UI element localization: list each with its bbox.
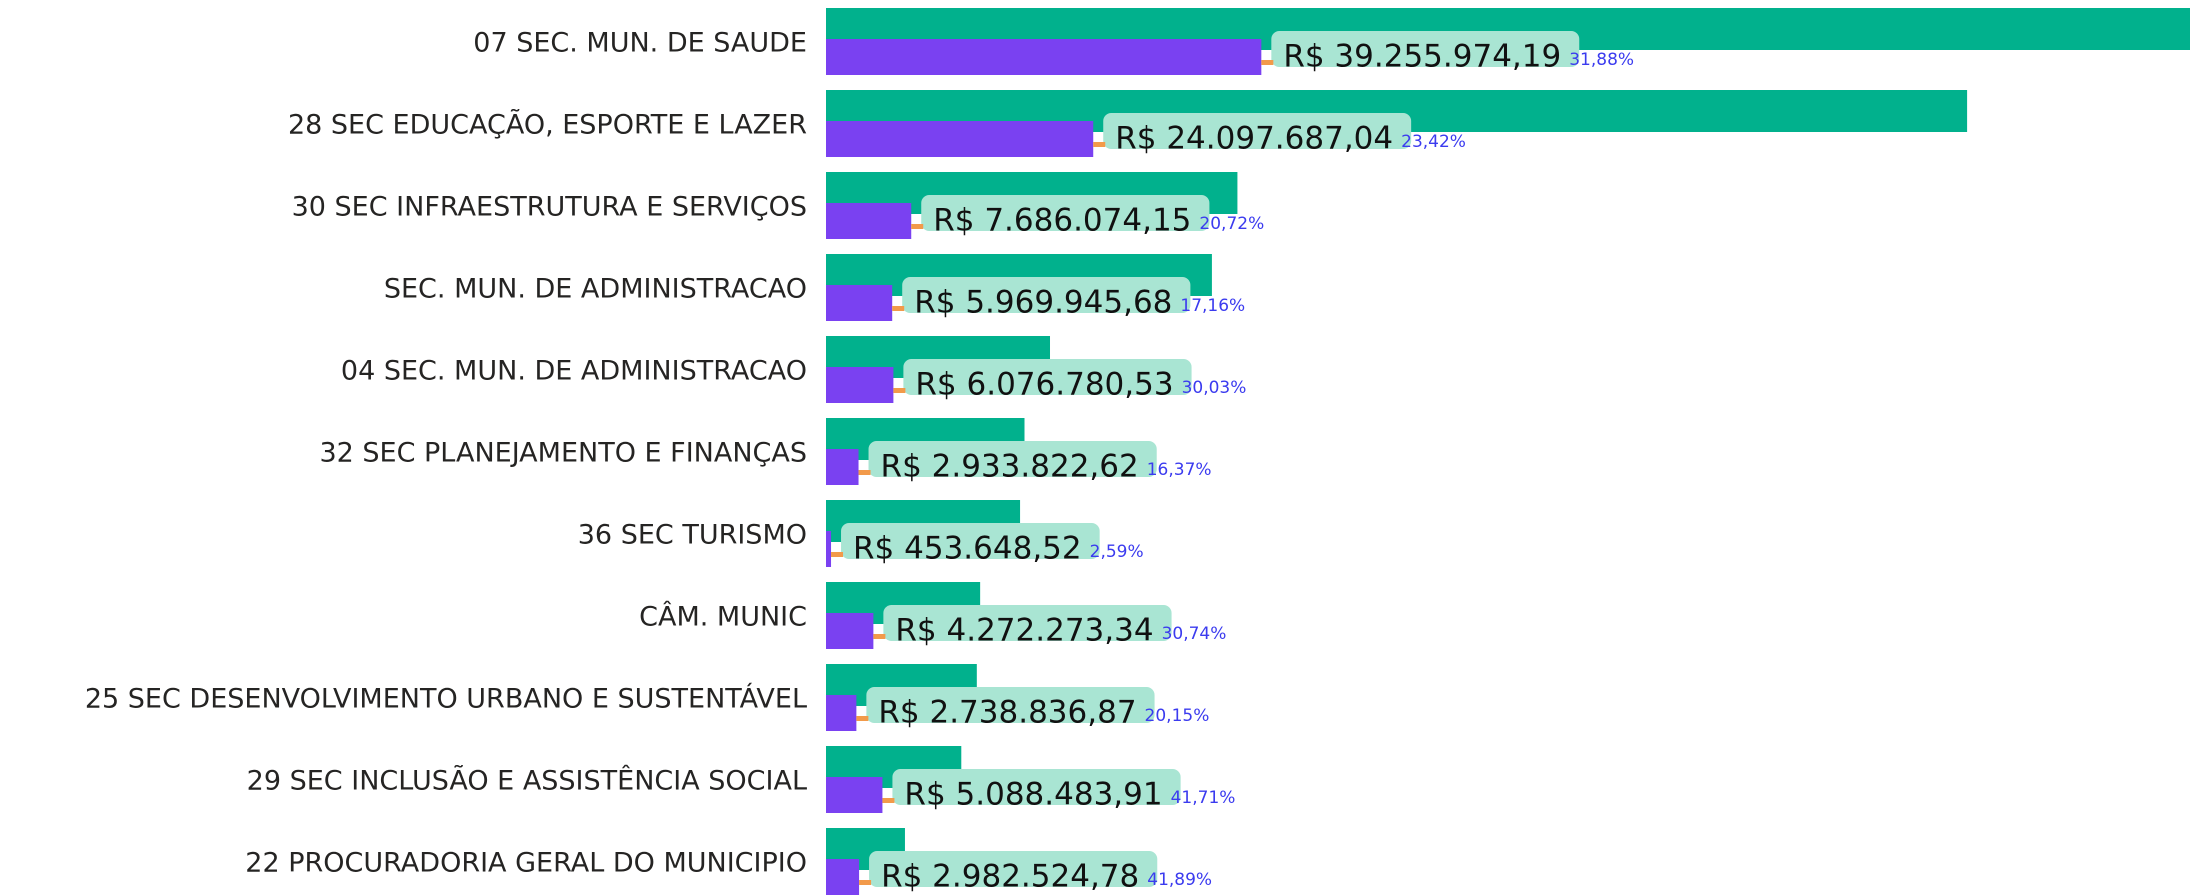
share-label: 23,42% xyxy=(1401,132,1466,152)
marker xyxy=(858,470,871,475)
value-label: R$ 5.969.945,68 xyxy=(914,285,1172,321)
category-label: 29 SEC INCLUSÃO E ASSISTÊNCIA SOCIAL xyxy=(247,765,807,797)
marker xyxy=(859,880,872,885)
label-background xyxy=(892,769,1181,805)
category-label: 28 SEC EDUCAÇÃO, ESPORTE E LAZER xyxy=(288,109,807,141)
bar xyxy=(826,203,912,239)
share-label: 30,03% xyxy=(1182,378,1247,398)
share-label: 16,37% xyxy=(1147,460,1212,480)
value-label: R$ 2.982.524,78 xyxy=(881,859,1139,895)
value-label: R$ 4.272.273,34 xyxy=(895,613,1153,649)
bar xyxy=(826,859,860,895)
category-label: SEC. MUN. DE ADMINISTRACAO xyxy=(384,274,807,305)
bar xyxy=(826,39,1262,75)
bar xyxy=(826,531,832,567)
share-label: 31,88% xyxy=(1569,50,1634,70)
share-label: 2,59% xyxy=(1090,542,1144,562)
bar xyxy=(826,121,1094,157)
marker xyxy=(911,224,924,229)
share-label: 30,74% xyxy=(1162,624,1227,644)
bar xyxy=(826,367,894,403)
value-label: R$ 5.088.483,91 xyxy=(904,777,1162,813)
share-label: 41,71% xyxy=(1171,788,1236,808)
category-label: CÂM. MUNIC xyxy=(639,601,807,633)
label-background xyxy=(841,523,1100,559)
marker xyxy=(856,716,869,721)
label-background xyxy=(866,687,1155,723)
category-label: 04 SEC. MUN. DE ADMINISTRACAO xyxy=(341,356,807,387)
category-label: 30 SEC INFRAESTRUTURA E SERVIÇOS xyxy=(292,192,807,223)
bar xyxy=(826,285,893,321)
label-background xyxy=(1103,113,1412,149)
marker xyxy=(1093,142,1106,147)
bar xyxy=(826,695,857,731)
label-background xyxy=(903,359,1192,395)
bar xyxy=(826,777,883,813)
value-label: R$ 453.648,52 xyxy=(853,531,1082,567)
marker xyxy=(882,798,895,803)
share-label: 17,16% xyxy=(1180,296,1245,316)
marker xyxy=(893,388,906,393)
bar xyxy=(826,613,874,649)
value-label: R$ 24.097.687,04 xyxy=(1115,121,1393,157)
category-label: 07 SEC. MUN. DE SAUDE xyxy=(473,28,807,59)
bar xyxy=(826,449,859,485)
label-background xyxy=(1271,31,1580,67)
category-label: 22 PROCURADORIA GERAL DO MUNICIPIO xyxy=(245,848,807,879)
value-label: R$ 2.738.836,87 xyxy=(878,695,1136,731)
label-background xyxy=(868,441,1157,477)
share-label: 41,89% xyxy=(1147,870,1212,890)
category-label: 32 SEC PLANEJAMENTO E FINANÇAS xyxy=(319,438,807,469)
label-background xyxy=(921,195,1210,231)
share-label: 20,72% xyxy=(1199,214,1264,234)
marker xyxy=(892,306,905,311)
value-label: R$ 6.076.780,53 xyxy=(915,367,1173,403)
share-label: 20,15% xyxy=(1145,706,1210,726)
marker xyxy=(873,634,886,639)
label-background xyxy=(883,605,1172,641)
value-label: R$ 2.933.822,62 xyxy=(881,449,1139,485)
marker xyxy=(1261,60,1274,65)
marker xyxy=(831,552,844,557)
category-label: 36 SEC TURISMO xyxy=(578,520,807,551)
value-label: R$ 39.255.974,19 xyxy=(1283,39,1561,75)
label-background xyxy=(869,851,1158,887)
category-label: 25 SEC DESENVOLVIMENTO URBANO E SUSTENTÁ… xyxy=(85,683,807,715)
label-background xyxy=(902,277,1191,313)
value-label: R$ 7.686.074,15 xyxy=(933,203,1191,239)
